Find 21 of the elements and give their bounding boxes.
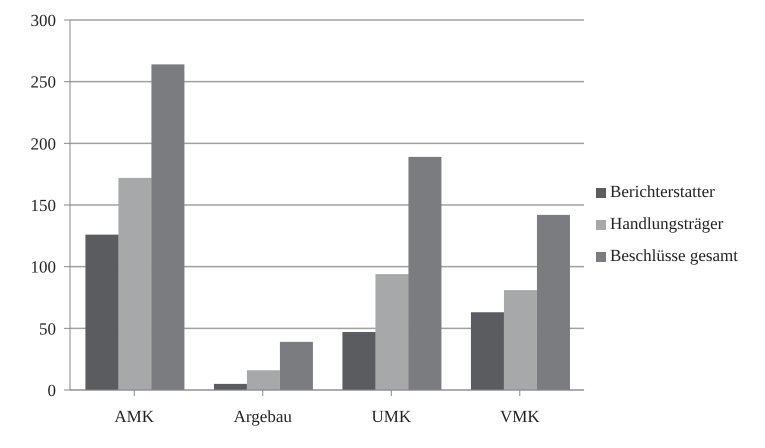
bar [151, 64, 184, 390]
bar [280, 342, 313, 390]
bar [408, 156, 442, 390]
y-tick-label: 100 [30, 258, 56, 277]
bar [342, 332, 376, 390]
legend-label: Berichterstatter [610, 182, 715, 201]
x-tick-label: Argebau [234, 407, 292, 426]
y-tick-label: 250 [30, 72, 56, 92]
x-tick-label: AMK [114, 407, 155, 426]
legend-label: Handlungsträger [610, 214, 724, 233]
y-tick-label: 150 [30, 196, 56, 216]
y-tick-label: 50 [39, 319, 56, 338]
y-tick-label: 200 [30, 134, 56, 154]
x-tick-label: UMK [371, 407, 412, 426]
legend-label: Beschlüsse gesamt [610, 246, 738, 265]
y-tick-label: 300 [30, 11, 56, 30]
bar [85, 234, 118, 390]
bar [470, 312, 504, 390]
bar [536, 214, 570, 390]
x-tick-label: VMK [500, 407, 540, 426]
y-tick-label: 0 [48, 381, 56, 400]
